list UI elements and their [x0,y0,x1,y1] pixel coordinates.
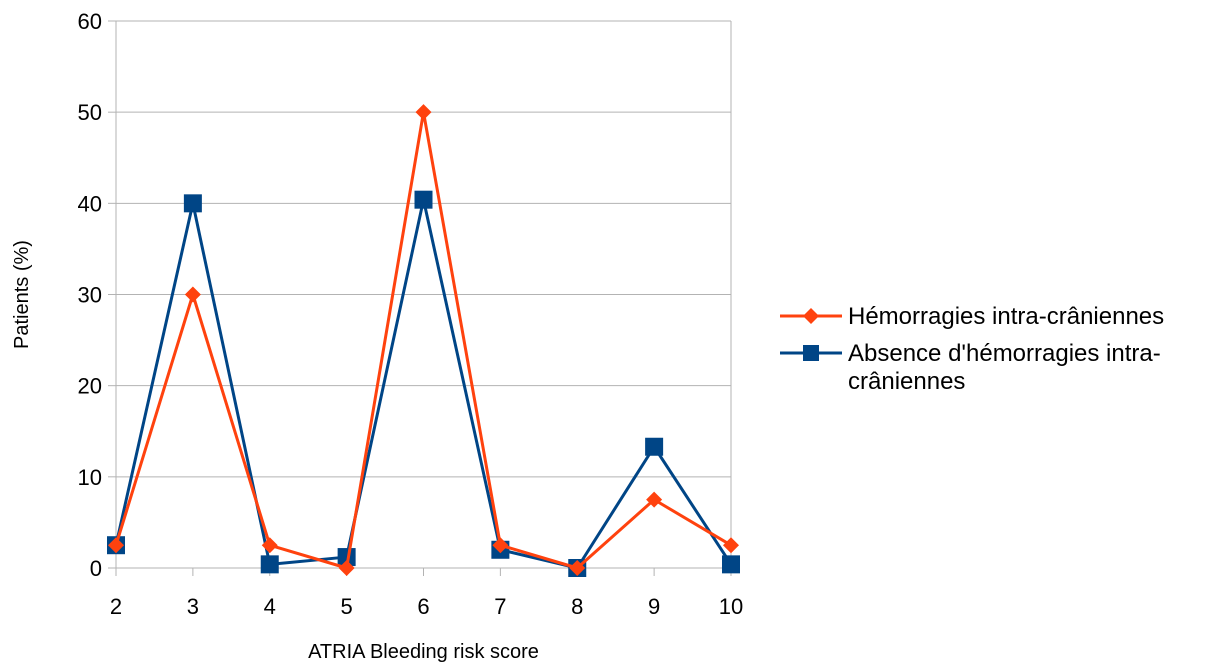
series-marker-diamond [415,104,432,121]
y-axis-title: Patients (%) [11,240,33,349]
legend-item-0: Hémorragies intra-crâniennes [780,303,1164,330]
legend-label: Hémorragies intra-crâniennes [848,303,1164,330]
series-marker-diamond [108,537,124,554]
x-tick-label: 4 [264,594,276,619]
series-line [114,110,732,570]
y-tick-label: 50 [78,100,102,125]
y-tick-label: 20 [78,374,102,399]
series-marker-diamond [338,560,355,576]
y-tick-label: 0 [90,556,102,581]
legend: Hémorragies intra-crâniennes Absence d'hé… [780,303,1164,395]
y-tick-label: 40 [78,191,102,216]
axes [108,20,732,576]
legend-label-line: Hémorragies intra-crâniennes [848,303,1164,330]
x-axis-title: ATRIA Bleeding risk score [308,641,539,663]
series-marker-diamond [261,537,278,554]
series-marker-square [337,548,356,567]
x-tick-label: 6 [417,594,429,619]
legend-label-line: Absence d'hémorragies intra- [848,340,1161,367]
x-tick-label: 7 [494,594,506,619]
series-marker-square [645,437,664,456]
y-tick-label: 30 [78,283,102,308]
series-marker-diamond [492,537,509,554]
series-marker-diamond [569,560,586,576]
x-tick-label: 8 [571,594,583,619]
x-tick-label: 5 [341,594,353,619]
series-marker-square [803,345,819,361]
y-tick-labels: 0 10 20 30 40 50 60 [78,9,102,581]
legend-label-line: crâniennes [848,368,965,395]
y-tick-label: 60 [78,9,102,34]
x-tick-label: 10 [719,594,743,619]
series-marker-square [722,555,740,574]
series-marker-square [414,190,433,209]
series-marker-square [260,555,279,574]
series-1 [107,190,740,577]
series-marker-diamond [646,491,663,508]
series-layer [107,104,740,577]
series-0 [108,104,739,576]
x-tick-label: 9 [648,594,660,619]
x-tick-label: 3 [187,594,199,619]
series-marker-diamond [803,308,819,324]
series-marker-square [183,194,202,213]
y-tick-label: 10 [78,465,102,490]
series-marker-diamond [723,537,739,554]
grid-lines [116,20,731,478]
series-marker-diamond [184,286,201,303]
legend-label: Absence d'hémorragies intra-crâniennes [848,340,1161,395]
x-tick-label: 2 [110,594,122,619]
x-tick-labels: 2 3 4 5 6 7 8 9 10 [110,594,743,619]
legend-item-1: Absence d'hémorragies intra-crâniennes [780,340,1161,395]
